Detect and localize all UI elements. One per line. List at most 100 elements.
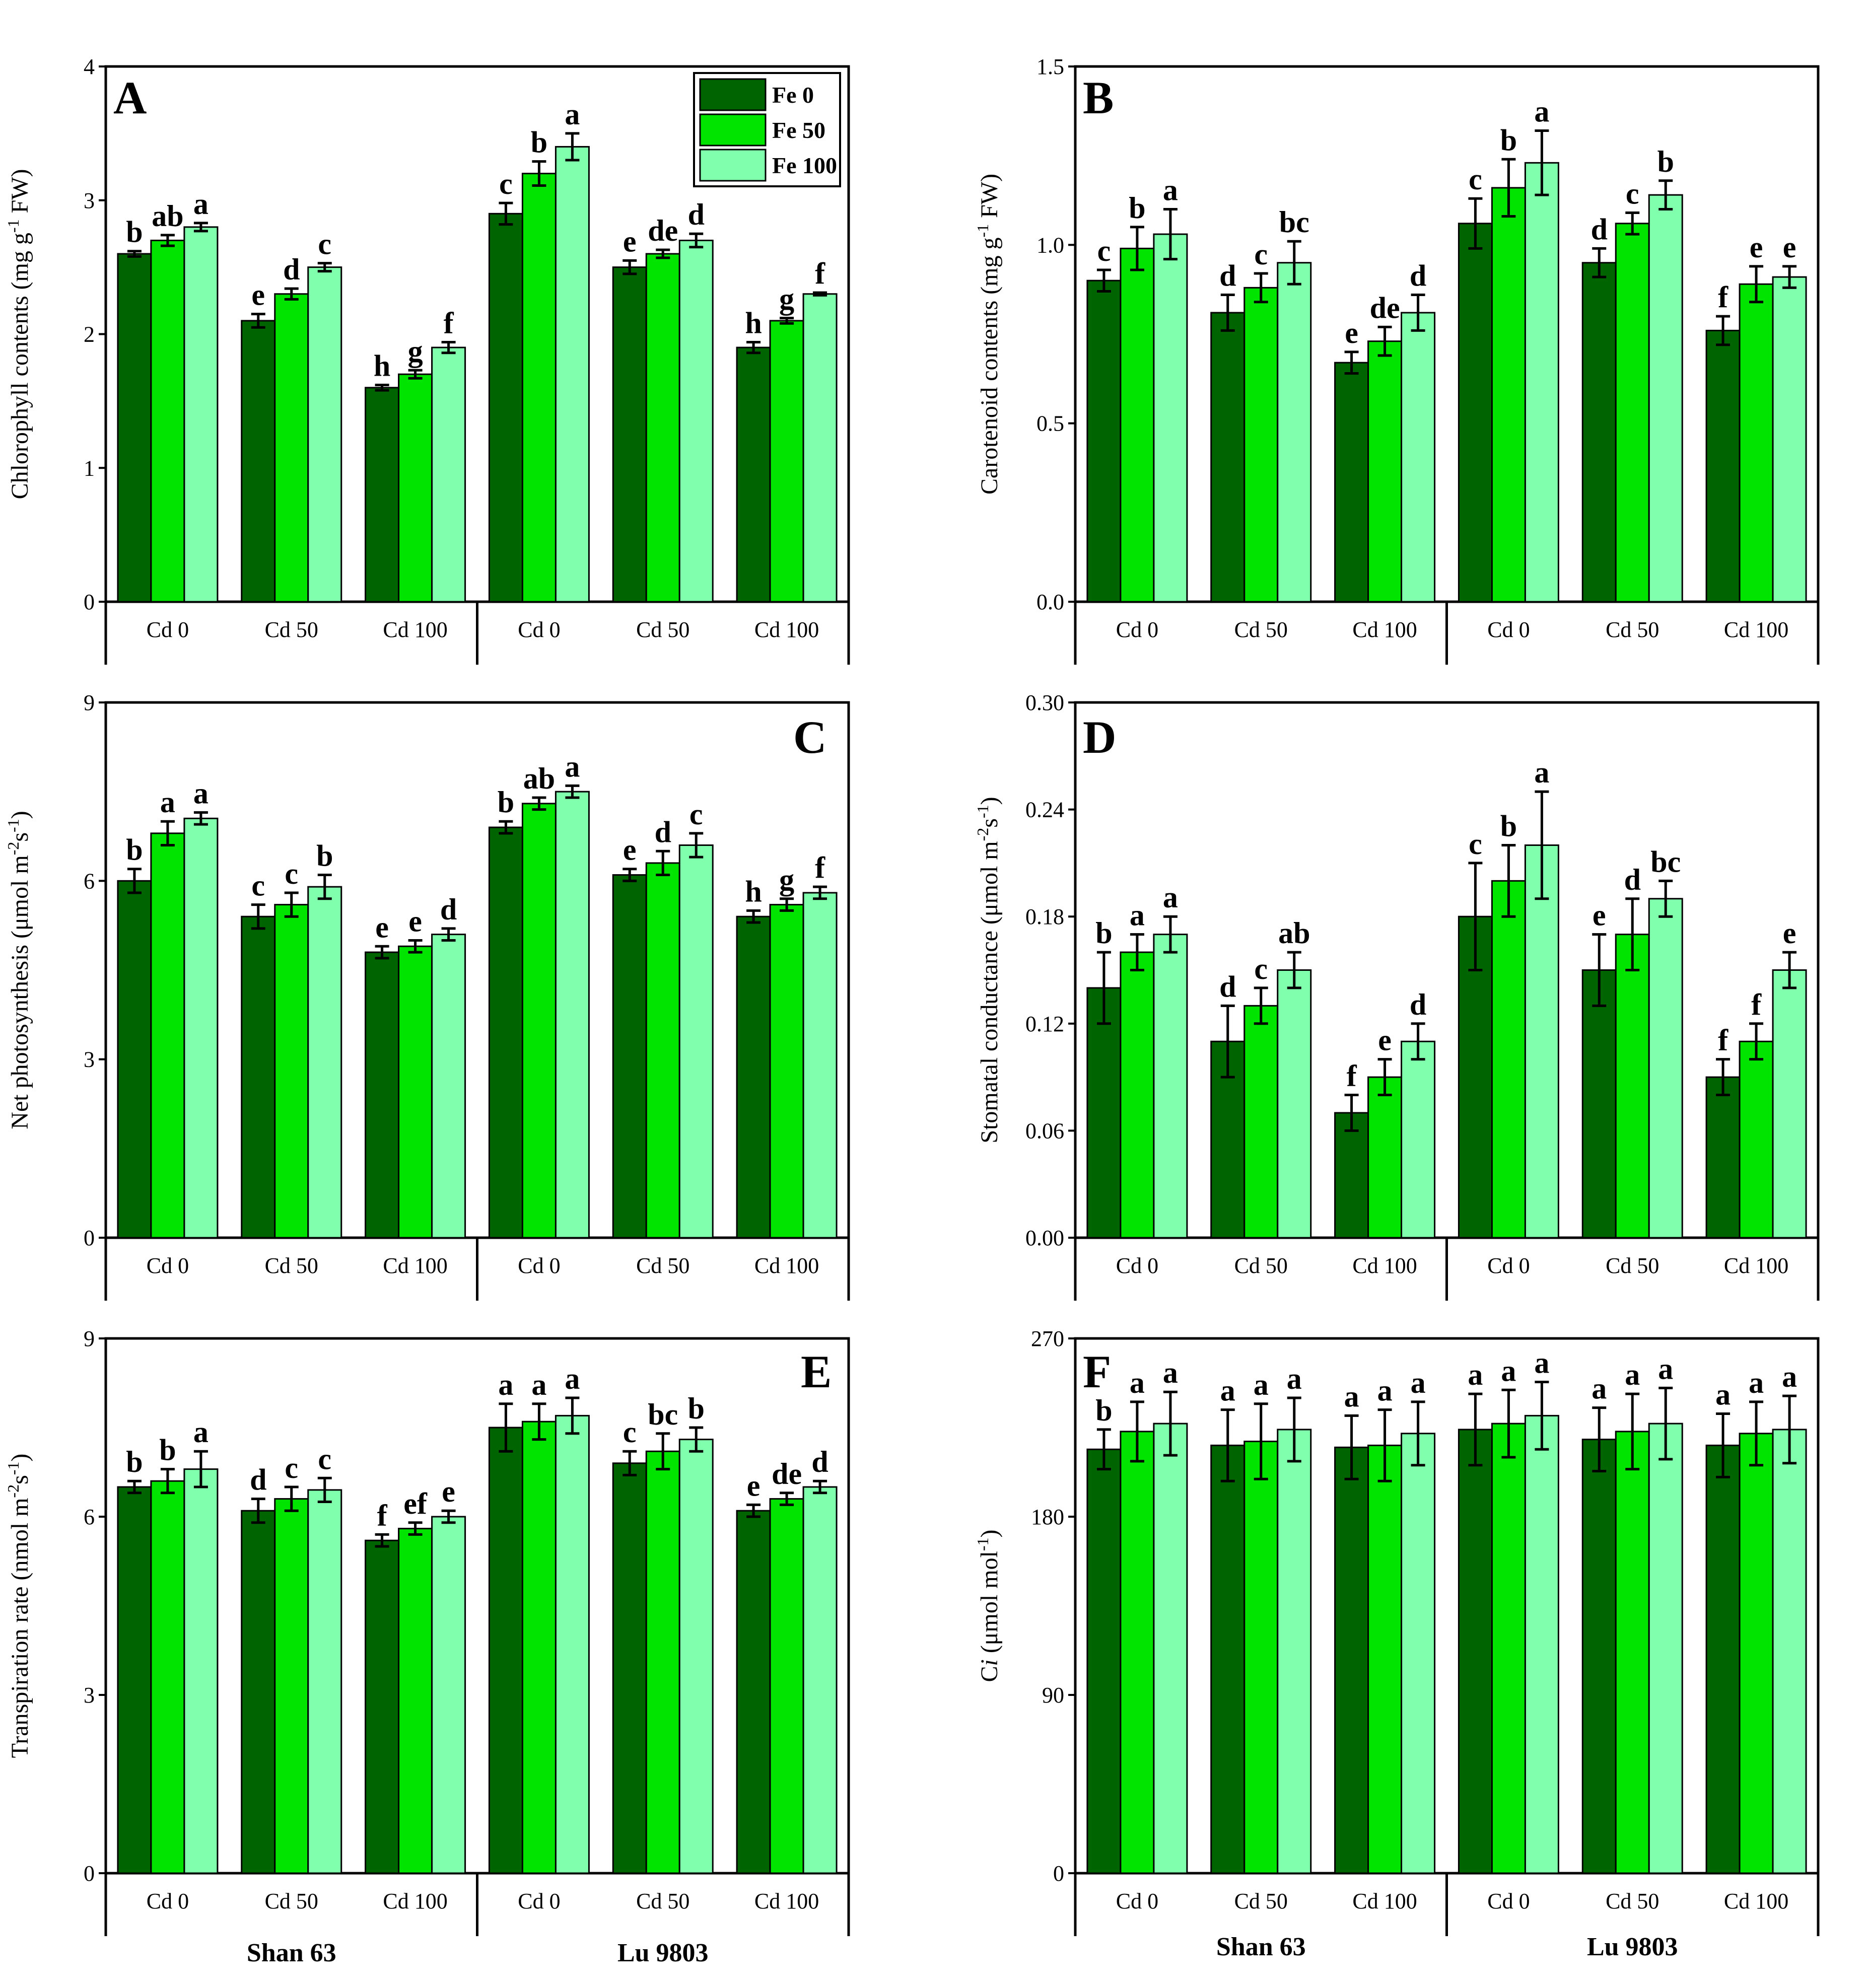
x-tick-label: Cd 50 (1234, 617, 1288, 642)
legend-label: Fe 0 (772, 82, 814, 108)
y-axis-label-part: -2 (4, 842, 22, 856)
significance-label: g (779, 282, 794, 316)
significance-label: a (1411, 1366, 1426, 1399)
y-tick-label: 3 (84, 1047, 95, 1072)
bar (1491, 880, 1526, 1239)
bar (1086, 987, 1122, 1239)
bar (736, 346, 771, 603)
bar (274, 904, 309, 1239)
significance-label: a (1130, 1366, 1145, 1399)
y-tick-label: 0.06 (1025, 1118, 1064, 1143)
bar (1277, 262, 1312, 603)
significance-label: a (160, 786, 175, 819)
x-tick-label: Cd 100 (754, 1253, 819, 1278)
bar (1491, 1423, 1526, 1874)
panel-letter: B (1083, 72, 1114, 123)
significance-label: a (1749, 1366, 1764, 1399)
bar (307, 1489, 342, 1874)
x-tick-label: Cd 100 (1724, 617, 1788, 642)
bar (1705, 1444, 1741, 1874)
bar (241, 1510, 276, 1874)
significance-label: b (159, 1434, 176, 1467)
significance-label: d (1624, 863, 1641, 896)
significance-label: e (623, 225, 637, 258)
significance-label: c (251, 869, 265, 902)
significance-label: e (408, 904, 422, 938)
y-tick-label: 3 (84, 1683, 95, 1708)
significance-label: e (747, 1469, 760, 1502)
y-axis-label-part: -1 (4, 220, 22, 233)
y-axis-label-part: s (976, 818, 1003, 828)
legend-swatch (699, 78, 767, 111)
bar (1401, 1040, 1436, 1239)
bar (431, 1516, 466, 1874)
y-tick-label: 0.24 (1025, 798, 1064, 822)
bar (365, 1539, 400, 1874)
bar (1524, 1414, 1559, 1874)
bar (365, 951, 400, 1239)
bar (307, 886, 342, 1239)
y-axis-label: Transpiration rate (nmol m-2s-1) (4, 1454, 33, 1758)
bar (1367, 340, 1403, 603)
bar (1153, 1423, 1188, 1874)
bar (1210, 312, 1246, 603)
significance-label: a (1254, 1368, 1269, 1401)
significance-label: d (1591, 212, 1608, 246)
bar (117, 880, 152, 1239)
x-tick-label: Cd 0 (1116, 1889, 1158, 1913)
y-tick-label: 270 (1031, 1326, 1064, 1351)
y-tick-label: 0.18 (1025, 904, 1064, 929)
significance-label: a (1534, 1346, 1549, 1380)
bar (555, 1414, 590, 1874)
legend: Fe 0 Fe 50 Fe 100 (693, 72, 841, 187)
bar (1524, 844, 1559, 1239)
bar (1277, 1429, 1312, 1874)
significance-label: c (1097, 234, 1111, 267)
bar (645, 1450, 680, 1874)
significance-label: c (318, 1442, 331, 1475)
significance-label: c (623, 1415, 637, 1449)
significance-label: b (688, 1392, 705, 1425)
y-tick-label: 90 (1042, 1683, 1064, 1708)
significance-label: a (1344, 1380, 1359, 1413)
y-tick-label: 1.5 (1036, 54, 1064, 79)
bar (521, 173, 557, 603)
x-tick-label: Cd 100 (754, 1889, 819, 1913)
y-axis-label-part: -1 (4, 819, 22, 832)
bar (1277, 969, 1312, 1239)
bar (1581, 262, 1617, 603)
bar (183, 817, 219, 1239)
bar (488, 212, 523, 603)
significance-label: a (193, 777, 209, 810)
significance-label: h (374, 349, 390, 382)
y-axis-label: Ci (μmol mol-1) (974, 1529, 1003, 1682)
significance-label: c (285, 857, 298, 890)
significance-label: d (655, 815, 671, 848)
panel-b: 0.0 0.5 1.0 1.5 Carotenoid contents (mg g-1 … (974, 54, 1820, 665)
y-axis-label: Chlorophyll contents (mg g-1 FW) (4, 169, 33, 500)
significance-label: e (1378, 1024, 1392, 1057)
y-tick-label: 0.00 (1025, 1226, 1064, 1250)
bar (488, 826, 523, 1239)
y-tick-label: 0.12 (1025, 1012, 1064, 1036)
legend-swatch (699, 113, 767, 147)
significance-label: f (444, 306, 454, 339)
significance-label: d (250, 1463, 266, 1497)
bar (555, 146, 590, 603)
significance-label: b (1095, 1394, 1112, 1427)
bar (1739, 283, 1774, 603)
x-tick-label: Cd 50 (636, 1889, 689, 1913)
bar (1615, 223, 1650, 603)
bar (1367, 1076, 1403, 1239)
significance-label: bc (648, 1398, 678, 1431)
bar (274, 1498, 309, 1874)
y-tick-label: 0 (84, 590, 95, 614)
y-axis-label-part: s (7, 832, 33, 842)
significance-label: b (1500, 123, 1517, 157)
significance-label: a (1287, 1362, 1302, 1395)
bar (1153, 934, 1188, 1239)
x-tick-label: Cd 0 (147, 1889, 189, 1913)
x-tick-label: Cd 100 (1352, 1889, 1417, 1913)
